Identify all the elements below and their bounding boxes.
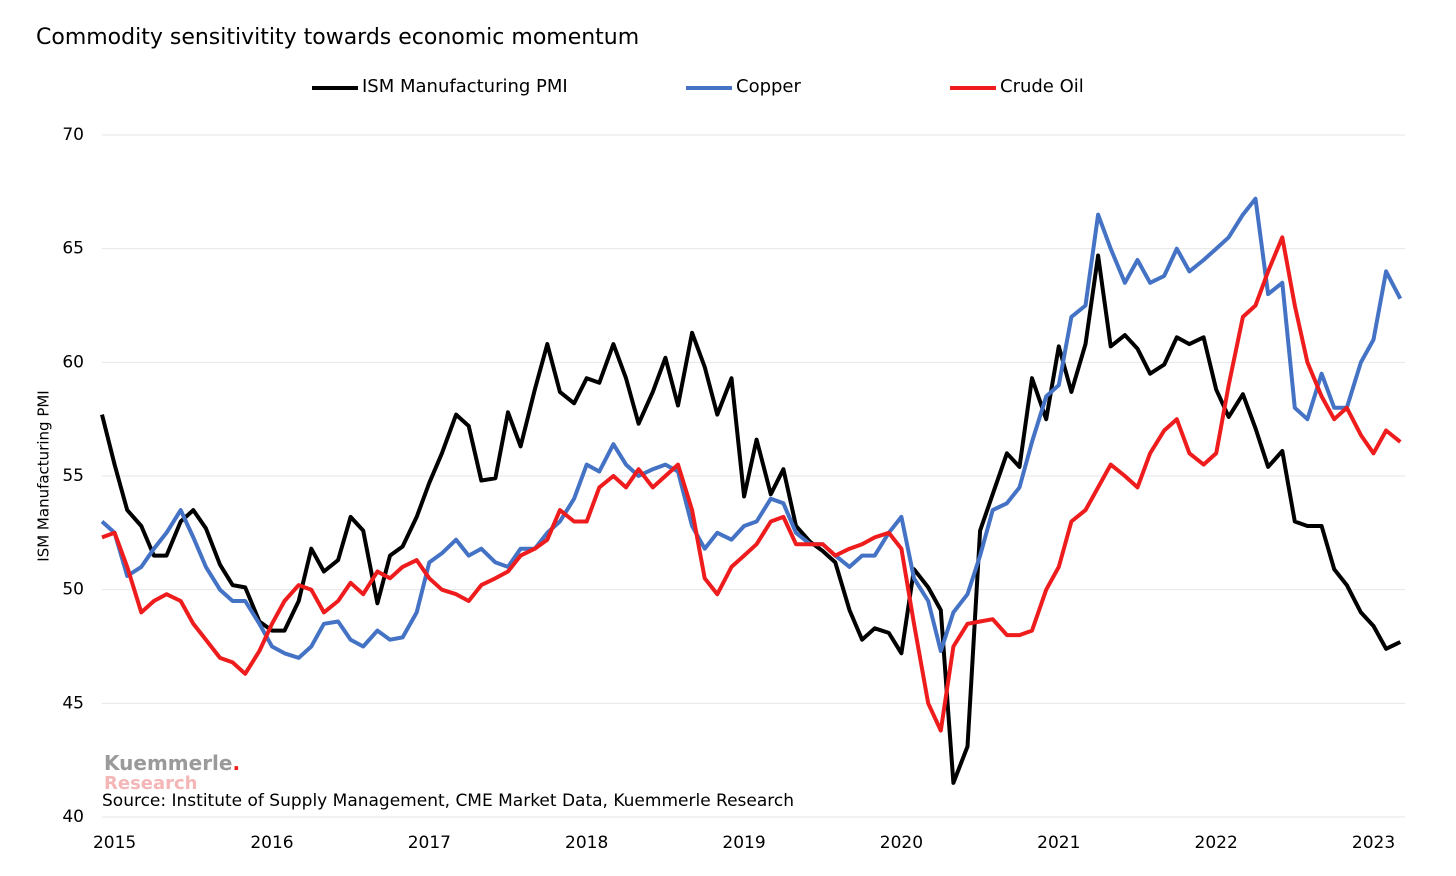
x-tick-label: 2021 xyxy=(1037,833,1080,853)
y-tick-label: 60 xyxy=(62,352,84,372)
series-line xyxy=(100,253,1402,785)
series-line xyxy=(101,235,1402,733)
x-tick-label: 2015 xyxy=(93,833,136,853)
y-axis-label: ISM Manufacturing PMI xyxy=(35,390,53,561)
legend-label: Copper xyxy=(736,76,802,97)
legend-label: Crude Oil xyxy=(1000,76,1084,97)
y-tick-label: 40 xyxy=(62,807,84,827)
y-tick-label: 70 xyxy=(62,125,84,145)
y-tick-label: 55 xyxy=(62,466,84,486)
source-note: Source: Institute of Supply Management, … xyxy=(102,791,794,811)
y-tick-label: 65 xyxy=(62,239,84,259)
x-tick-label: 2018 xyxy=(565,833,608,853)
x-tick-label: 2020 xyxy=(880,833,923,853)
logo: Kuemmerle. Research xyxy=(104,751,240,795)
logo-name: Kuemmerle. xyxy=(104,751,240,775)
x-tick-label: 2023 xyxy=(1352,833,1395,853)
chart-title: Commodity sensitivitity towards economic… xyxy=(36,25,639,50)
series-line xyxy=(100,196,1403,660)
y-tick-label: 45 xyxy=(62,693,84,713)
x-tick-label: 2019 xyxy=(722,833,765,853)
legend-label: ISM Manufacturing PMI xyxy=(362,76,568,97)
x-tick-label: 2016 xyxy=(250,833,293,853)
x-tick-label: 2022 xyxy=(1195,833,1238,853)
logo-dot: . xyxy=(232,751,240,775)
y-tick-label: 50 xyxy=(62,580,84,600)
x-tick-label: 2017 xyxy=(408,833,451,853)
logo-name-text: Kuemmerle xyxy=(104,751,232,775)
logo-sub: Research xyxy=(104,773,198,794)
